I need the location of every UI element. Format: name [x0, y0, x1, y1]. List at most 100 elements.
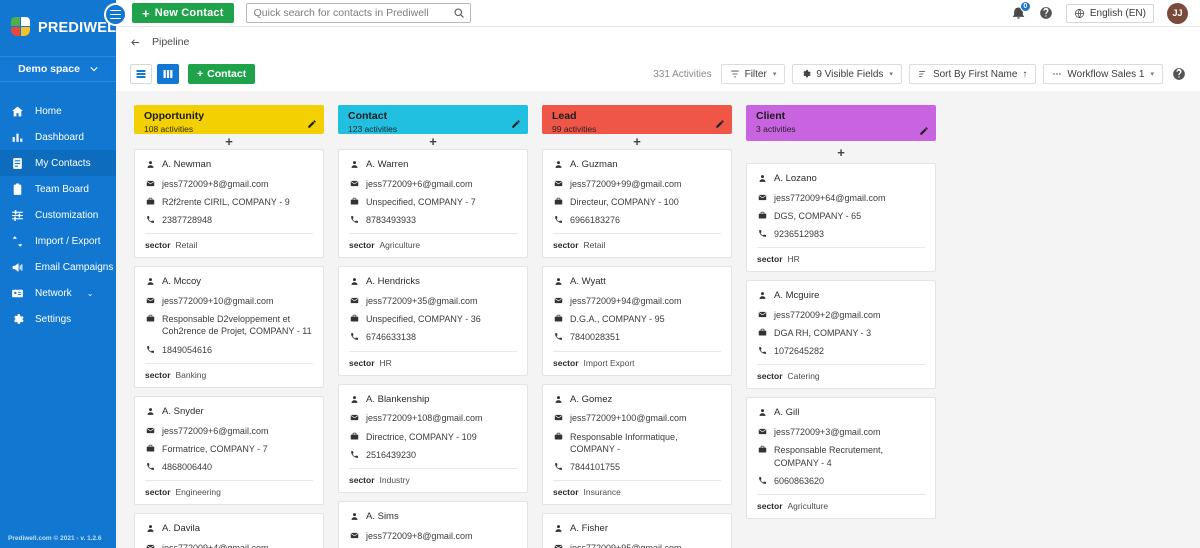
- sector-label: sector: [553, 486, 579, 497]
- contact-phone: 2387728948: [162, 215, 213, 226]
- edit-pencil-icon[interactable]: [511, 119, 521, 129]
- person-icon: [145, 159, 155, 169]
- contact-email: jess772009+4@gmail.com: [162, 542, 269, 548]
- phone-icon: [145, 214, 155, 224]
- board-view-button[interactable]: [157, 64, 179, 84]
- board-column: Contact 123 activities + A. Warren jess77200…: [338, 105, 528, 548]
- filter-button[interactable]: Filter ▾: [720, 64, 786, 84]
- contact-card[interactable]: A. Guzman jess772009+99@gmail.com Directeu…: [542, 149, 732, 259]
- contact-card[interactable]: A. Wyatt jess772009+94@gmail.com D.G.A., C…: [542, 266, 732, 376]
- sidebar-item-email-campaigns[interactable]: Email Campaigns: [0, 254, 116, 280]
- phone-icon: [349, 331, 359, 341]
- contact-card[interactable]: A. Newman jess772009+8@gmail.com R2f2rente…: [134, 149, 324, 259]
- mail-icon: [553, 542, 563, 548]
- contact-card[interactable]: A. Warren jess772009+6@gmail.com Unspecifi…: [338, 149, 528, 259]
- sidebar-item-team-board[interactable]: Team Board: [0, 176, 116, 202]
- new-contact-button[interactable]: + New Contact: [132, 3, 234, 23]
- sidebar-item-dashboard[interactable]: Dashboard: [0, 124, 116, 150]
- phone-icon: [145, 461, 155, 471]
- column-header[interactable]: Opportunity 108 activities: [134, 105, 324, 135]
- person-icon: [349, 511, 359, 521]
- edit-pencil-icon[interactable]: [919, 126, 929, 136]
- add-contact-button[interactable]: + Contact: [188, 64, 256, 84]
- phone-icon: [553, 214, 563, 224]
- briefcase-icon: [349, 431, 359, 441]
- contact-card[interactable]: A. Snyder jess772009+6@gmail.com Formatric…: [134, 395, 324, 505]
- contact-card[interactable]: A. Gill jess772009+3@gmail.com Responsable…: [746, 397, 936, 519]
- column-header[interactable]: Client 3 activities: [746, 105, 936, 141]
- chevron-down-icon: ⌄: [86, 288, 94, 298]
- contact-email: jess772009+3@gmail.com: [774, 427, 881, 438]
- card-divider: [145, 233, 313, 235]
- contact-email: jess772009+99@gmail.com: [570, 178, 682, 189]
- column-add-card-button[interactable]: +: [837, 144, 845, 160]
- sidebar-item-settings[interactable]: Settings: [0, 306, 116, 332]
- mail-icon: [757, 309, 767, 319]
- contact-email: jess772009+95@gmail.com: [570, 542, 682, 548]
- sidebar-item-label: Settings: [35, 313, 72, 325]
- list-view-button[interactable]: [130, 64, 152, 84]
- visible-fields-button[interactable]: 9 Visible Fields ▾: [792, 64, 902, 84]
- help-icon[interactable]: [1172, 67, 1186, 81]
- column-add-card-button[interactable]: +: [429, 134, 437, 150]
- contacts-icon: [11, 157, 24, 170]
- board-toolbar: + Contact 331 Activities Filter ▾: [116, 57, 1200, 91]
- toolbar-left: + Contact: [130, 64, 256, 84]
- person-icon: [757, 173, 767, 183]
- card-divider: [757, 364, 925, 366]
- sector-value: Retail: [583, 240, 606, 251]
- mail-icon: [145, 178, 155, 188]
- sidebar-item-home[interactable]: Home: [0, 98, 116, 124]
- sector-label: sector: [145, 486, 171, 497]
- column-header[interactable]: Lead 99 activities: [542, 105, 732, 135]
- breadcrumb: Pipeline: [116, 27, 1200, 57]
- edit-pencil-icon[interactable]: [715, 119, 725, 129]
- contact-sector: sector Retail: [553, 240, 721, 250]
- workflow-button[interactable]: Workflow Sales 1 ▾: [1043, 64, 1163, 84]
- sector-value: HR: [379, 357, 392, 368]
- contact-company: Responsable Informatique, COMPANY -: [570, 431, 678, 454]
- sector-value: Banking: [175, 369, 207, 380]
- column-title: Client: [756, 110, 786, 122]
- brand-logo[interactable]: PREDIWELL: [0, 0, 125, 56]
- column-add-card-button[interactable]: +: [225, 134, 233, 150]
- contact-card[interactable]: A. Gomez jess772009+100@gmail.com Responsa…: [542, 383, 732, 505]
- person-icon: [757, 290, 767, 300]
- sidebar-item-network[interactable]: Network ⌄: [0, 280, 116, 306]
- list-view-icon: [136, 70, 146, 78]
- contact-sector: sector Catering: [757, 371, 925, 381]
- sidebar-item-my-contacts[interactable]: My Contacts: [0, 150, 116, 176]
- briefcase-icon: [349, 313, 359, 323]
- contact-card[interactable]: A. Hendricks jess772009+35@gmail.com Unspe…: [338, 266, 528, 376]
- contact-card[interactable]: A. Mccoy jess772009+10@gmail.com Responsab…: [134, 266, 324, 388]
- sector-value: Industry: [379, 474, 410, 485]
- contact-name: A. Lozano: [774, 173, 817, 184]
- person-icon: [145, 523, 155, 533]
- contact-card[interactable]: A. Davila jess772009+4@gmail.com: [134, 512, 324, 548]
- phone-icon: [349, 214, 359, 224]
- search-input[interactable]: [245, 3, 471, 23]
- column-add-card-button[interactable]: +: [633, 134, 641, 150]
- sector-value: Retail: [175, 240, 198, 251]
- sort-button[interactable]: Sort By First Name ↑: [908, 64, 1037, 84]
- back-arrow-icon[interactable]: [130, 37, 141, 48]
- column-header[interactable]: Contact 123 activities: [338, 105, 528, 135]
- contact-card[interactable]: A. Lozano jess772009+64@gmail.com DGS, COM…: [746, 163, 936, 273]
- user-avatar[interactable]: JJ: [1167, 2, 1188, 24]
- contact-card[interactable]: A. Fisher jess772009+95@gmail.com: [542, 512, 732, 548]
- help-icon[interactable]: [1039, 6, 1053, 20]
- space-selector[interactable]: Demo space: [0, 56, 116, 82]
- sidebar-item-import-export[interactable]: Import / Export: [0, 228, 116, 254]
- notifications-button[interactable]: 0: [1011, 1, 1031, 21]
- mail-icon: [349, 412, 359, 422]
- menu-toggle-button[interactable]: [104, 3, 127, 26]
- language-selector[interactable]: English (EN): [1065, 3, 1154, 23]
- contact-card[interactable]: A. Blankenship jess772009+108@gmail.com Di…: [338, 383, 528, 493]
- home-icon: [11, 105, 24, 118]
- search-icon[interactable]: [453, 7, 465, 19]
- edit-pencil-icon[interactable]: [307, 119, 317, 129]
- contact-company: Unspecified, COMPANY - 7: [366, 197, 476, 208]
- sidebar-item-customization[interactable]: Customization: [0, 202, 116, 228]
- contact-card[interactable]: A. Mcguire jess772009+2@gmail.com DGA RH, …: [746, 280, 936, 390]
